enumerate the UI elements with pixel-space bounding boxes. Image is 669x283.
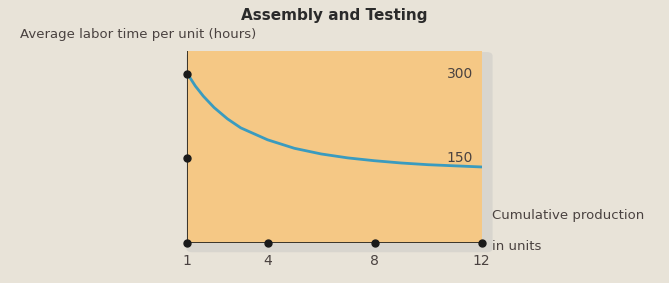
Text: 300: 300 xyxy=(447,67,473,81)
Text: Cumulative production: Cumulative production xyxy=(492,209,644,222)
Text: 150: 150 xyxy=(446,151,473,166)
Text: Average labor time per unit (hours): Average labor time per unit (hours) xyxy=(20,28,256,41)
Text: 4: 4 xyxy=(263,254,272,267)
Text: 8: 8 xyxy=(370,254,379,267)
Text: Assembly and Testing: Assembly and Testing xyxy=(242,8,427,23)
FancyBboxPatch shape xyxy=(187,52,492,252)
Text: 1: 1 xyxy=(183,254,192,267)
Text: 12: 12 xyxy=(473,254,490,267)
Text: in units: in units xyxy=(492,240,541,253)
FancyBboxPatch shape xyxy=(187,51,482,243)
